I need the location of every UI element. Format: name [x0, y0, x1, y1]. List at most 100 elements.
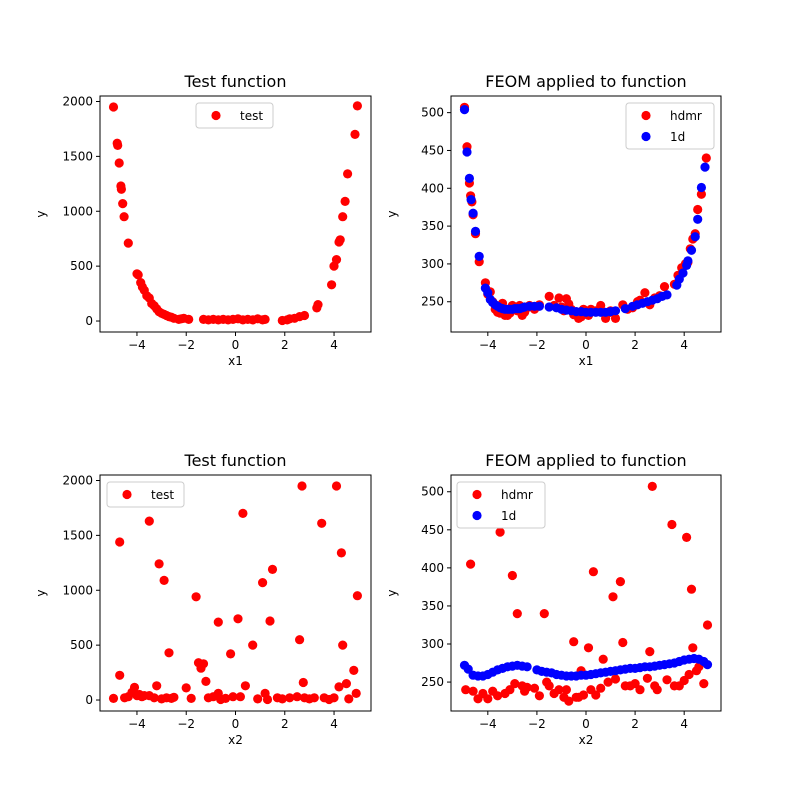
- data-point: [688, 643, 698, 653]
- legend-label: hdmr: [501, 488, 533, 502]
- data-point: [129, 682, 140, 693]
- legend-marker: [122, 489, 132, 500]
- data-point: [522, 682, 532, 693]
- series-test: [108, 481, 362, 705]
- chart-panel: −4 −2 0 2 4 250 300 350 400 450 500 x1 y FEOM applied…: [385, 72, 722, 368]
- data-point: [285, 693, 295, 703]
- x-axis-label: x2: [579, 733, 594, 747]
- data-point: [468, 686, 478, 696]
- data-point: [615, 577, 626, 587]
- data-point: [505, 685, 515, 695]
- y-tick-label: 1000: [62, 583, 93, 597]
- data-point: [645, 647, 655, 657]
- data-point: [115, 670, 125, 680]
- data-point: [133, 270, 143, 280]
- y-tick-label: 2000: [62, 473, 93, 487]
- data-point: [667, 519, 677, 530]
- chart-panel: −4 −2 0 2 4 0 500 1000 1500 2000 x2 y Test function t…: [34, 451, 372, 747]
- legend-label: hdmr: [670, 109, 702, 123]
- x-tick-label: −4: [128, 717, 146, 731]
- data-point: [123, 238, 133, 248]
- x-tick-label: −2: [528, 338, 546, 352]
- series-test: [108, 101, 362, 326]
- y-axis-label: y: [385, 589, 399, 596]
- data-point: [298, 677, 308, 688]
- data-point: [265, 616, 275, 626]
- x-tick-label: 2: [281, 338, 289, 352]
- x-axis-label: x2: [228, 733, 243, 747]
- data-point: [277, 694, 287, 704]
- data-point: [262, 694, 273, 705]
- data-point: [495, 527, 505, 537]
- x-tick-label: 0: [232, 717, 240, 731]
- data-point: [335, 235, 345, 245]
- y-tick-label: 500: [421, 485, 444, 499]
- data-point: [583, 643, 594, 653]
- data-point: [596, 300, 606, 311]
- data-point: [647, 481, 657, 491]
- legend: test: [106, 481, 185, 508]
- x-tick-label: 2: [631, 717, 639, 731]
- y-tick-label: 400: [421, 561, 444, 575]
- data-point: [608, 592, 618, 602]
- data-point: [338, 212, 348, 222]
- data-point: [588, 567, 599, 577]
- data-point: [113, 140, 123, 150]
- y-axis-label: y: [385, 210, 399, 217]
- data-point: [696, 189, 707, 199]
- legend-label: test: [151, 488, 174, 502]
- data-point: [116, 184, 126, 194]
- y-axis-label: y: [34, 589, 48, 596]
- y-axis-label: y: [34, 210, 48, 217]
- data-point: [267, 564, 278, 575]
- data-point: [483, 694, 493, 704]
- data-point: [522, 662, 532, 672]
- data-point: [700, 162, 710, 172]
- data-point: [114, 158, 124, 168]
- data-point: [169, 692, 179, 702]
- chart-panel: −4 −2 0 2 4 250 300 350 400 450 500 x2 y FEOM applied…: [385, 451, 722, 747]
- data-point: [248, 640, 258, 650]
- data-point: [164, 648, 174, 658]
- y-tick-label: 450: [421, 523, 444, 537]
- x-tick-label: 0: [232, 338, 240, 352]
- chart-title: FEOM applied to function: [485, 72, 686, 91]
- data-point: [686, 245, 697, 255]
- data-point: [630, 679, 640, 689]
- x-axis-label: x1: [579, 354, 594, 368]
- chart-title: FEOM applied to function: [485, 451, 686, 470]
- data-point: [338, 640, 348, 650]
- data-point: [610, 306, 621, 316]
- data-point: [292, 692, 302, 702]
- legend-marker: [472, 489, 482, 500]
- y-tick-label: 2000: [62, 94, 93, 108]
- data-point: [662, 290, 672, 300]
- series-1d: [459, 653, 713, 681]
- data-point: [610, 674, 621, 684]
- data-point: [309, 693, 319, 703]
- data-point: [561, 685, 572, 695]
- data-point: [295, 635, 305, 645]
- y-tick-label: 500: [421, 106, 444, 120]
- x-tick-label: 0: [582, 338, 590, 352]
- legend-marker: [472, 510, 482, 521]
- data-point: [699, 679, 709, 689]
- data-point: [260, 314, 270, 324]
- data-point: [238, 508, 248, 518]
- data-point: [159, 575, 169, 586]
- data-point: [544, 302, 554, 312]
- legend-label: 1d: [501, 509, 516, 523]
- data-point: [693, 214, 703, 224]
- data-point: [341, 679, 351, 689]
- x-tick-label: 4: [680, 717, 688, 731]
- chart-panel: −4 −2 0 2 4 0 500 1000 1500 2000 x1 y Test function t…: [34, 72, 372, 368]
- data-point: [640, 288, 650, 298]
- legend-box: [106, 481, 185, 508]
- data-point: [327, 280, 337, 290]
- y-tick-label: 0: [85, 314, 93, 328]
- y-tick-label: 1500: [62, 149, 93, 163]
- data-point: [144, 516, 154, 526]
- data-point: [512, 609, 522, 619]
- data-point: [349, 665, 359, 676]
